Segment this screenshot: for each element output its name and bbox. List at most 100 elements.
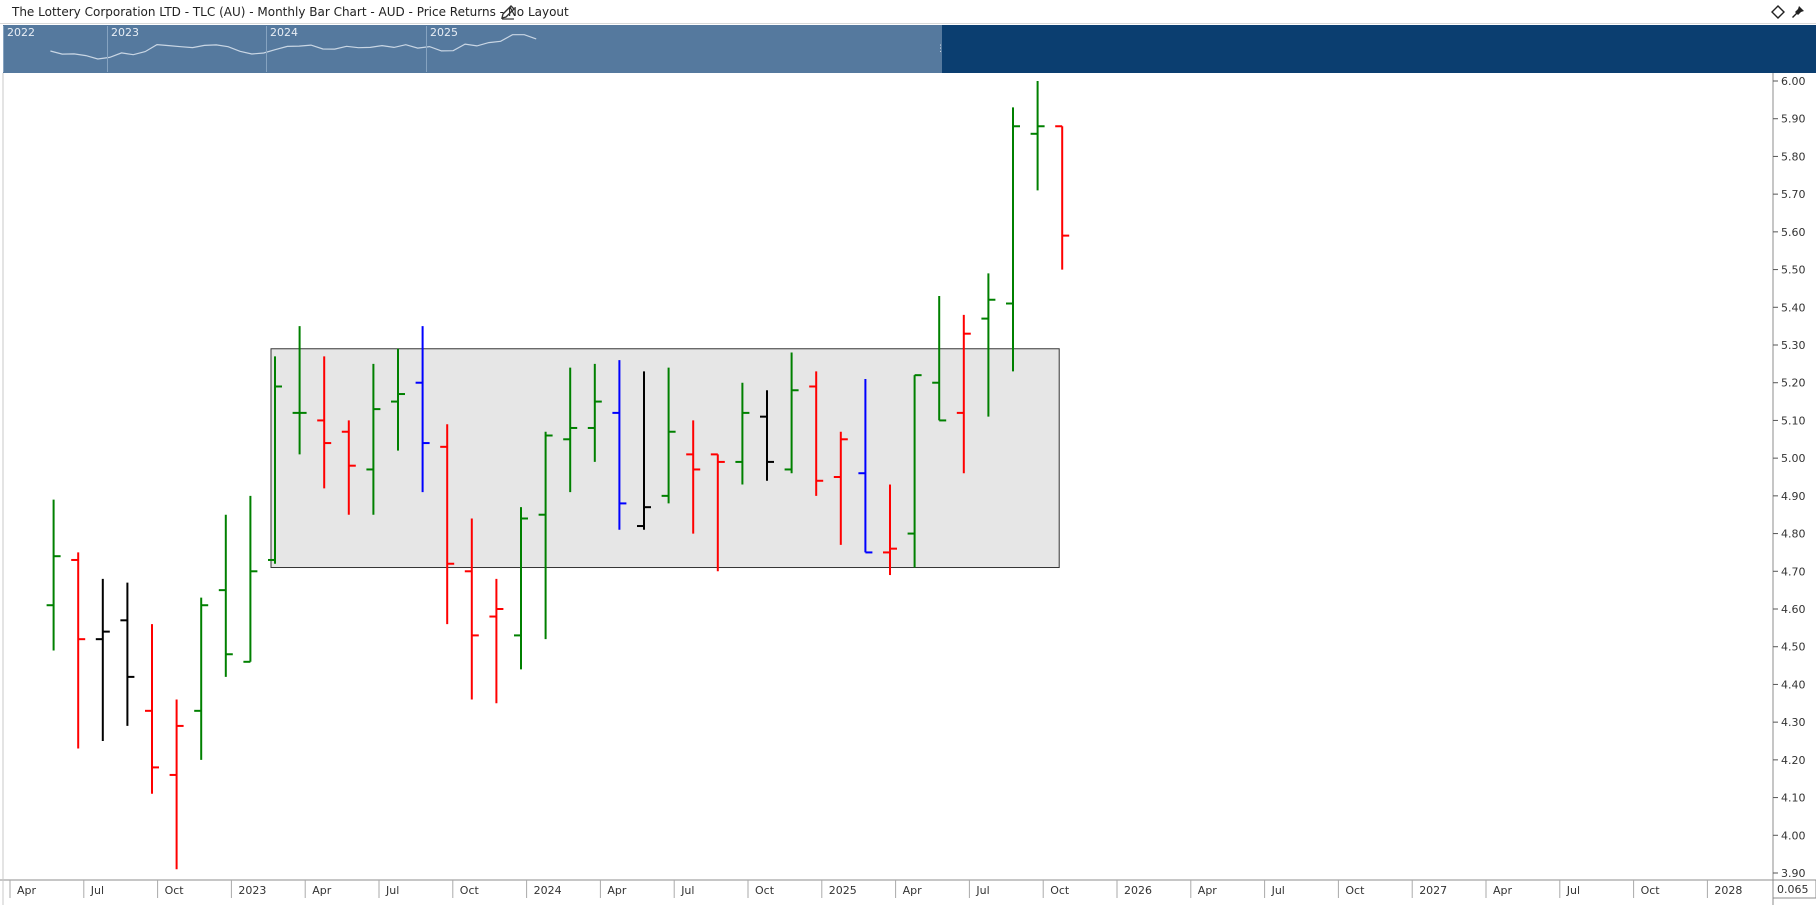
ohlc-bar[interactable] xyxy=(194,597,209,760)
price-axis-label: 6.00 xyxy=(1781,75,1806,88)
ohlc-bar[interactable] xyxy=(1006,107,1020,372)
date-axis-label: 2023 xyxy=(238,884,266,897)
ohlc-bar[interactable] xyxy=(637,371,651,530)
ohlc-bar[interactable] xyxy=(95,578,110,741)
date-axis-label: Apr xyxy=(17,884,37,897)
ohlc-bar[interactable] xyxy=(760,390,774,481)
axis-corner-box xyxy=(1772,879,1816,899)
ohlc-bar[interactable] xyxy=(341,420,356,515)
price-axis-label: 4.10 xyxy=(1781,792,1806,805)
date-axis-label: Jul xyxy=(1566,884,1580,897)
ohlc-bar[interactable] xyxy=(956,314,971,474)
date-axis-label: Jul xyxy=(680,884,694,897)
date-axis-label: Oct xyxy=(1050,884,1070,897)
date-axis-label: 2024 xyxy=(534,884,562,897)
ohlc-bar[interactable] xyxy=(292,326,307,455)
price-axis-label: 4.30 xyxy=(1781,716,1806,729)
date-axis-label: 2027 xyxy=(1419,884,1447,897)
ohlc-bar[interactable] xyxy=(464,518,479,700)
price-axis-label: 4.80 xyxy=(1781,528,1806,541)
price-axis-label: 3.90 xyxy=(1781,867,1806,880)
price-axis-label: 5.20 xyxy=(1781,377,1806,390)
range-box[interactable] xyxy=(270,348,1060,569)
price-axis-label: 5.50 xyxy=(1781,264,1806,277)
date-axis-label: 2026 xyxy=(1124,884,1152,897)
chart-header: The Lottery Corporation LTD - TLC (AU) -… xyxy=(0,0,1816,24)
ohlc-bar[interactable] xyxy=(514,507,528,670)
axis-corner-label: 0.065 xyxy=(1777,883,1809,896)
ohlc-bar[interactable] xyxy=(415,326,430,493)
ohlc-bar[interactable] xyxy=(120,582,135,726)
date-axis-label: Oct xyxy=(755,884,775,897)
date-axis-label: Oct xyxy=(1345,884,1365,897)
ohlc-bar[interactable] xyxy=(489,578,504,704)
ohlc-bar[interactable] xyxy=(46,499,61,651)
navigator-year: 2023 xyxy=(107,26,139,72)
price-axis-label: 5.30 xyxy=(1781,339,1806,352)
ohlc-bar[interactable] xyxy=(563,367,578,493)
date-axis-label: Jul xyxy=(385,884,399,897)
navigator-year: 2025 xyxy=(426,26,458,72)
date-axis-label: Jul xyxy=(975,884,989,897)
time-navigator[interactable]: 2022 2023 2024 2025 ⋮ xyxy=(3,25,1816,73)
ohlc-bar[interactable] xyxy=(858,378,873,554)
navigator-window[interactable]: 2022 2023 2024 2025 ⋮ xyxy=(3,25,945,73)
price-axis-label: 5.40 xyxy=(1781,301,1806,314)
date-axis-label: Oct xyxy=(165,884,185,897)
ohlc-bar[interactable] xyxy=(907,374,922,568)
ohlc-bar[interactable] xyxy=(218,514,233,677)
ohlc-bar[interactable] xyxy=(981,273,996,417)
ohlc-bar[interactable] xyxy=(612,360,627,530)
ohlc-bar[interactable] xyxy=(169,699,184,870)
ohlc-bar[interactable] xyxy=(145,624,159,794)
navigator-year: 2022 xyxy=(3,26,35,72)
ohlc-bar[interactable] xyxy=(932,295,947,422)
ohlc-bar[interactable] xyxy=(809,371,824,496)
ohlc-bar[interactable] xyxy=(587,363,602,462)
price-axis-label: 5.90 xyxy=(1781,113,1806,126)
price-axis-label: 4.60 xyxy=(1781,603,1806,616)
price-axis-label: 4.20 xyxy=(1781,754,1806,767)
price-axis-label: 5.70 xyxy=(1781,188,1806,201)
price-axis-label: 5.60 xyxy=(1781,226,1806,239)
ohlc-bar[interactable] xyxy=(317,356,332,489)
price-axis-label: 5.00 xyxy=(1781,452,1806,465)
sparkline-path xyxy=(50,34,537,60)
date-axis-label: Apr xyxy=(1198,884,1218,897)
price-axis-label: 4.00 xyxy=(1781,829,1806,842)
price-axis-label: 4.50 xyxy=(1781,641,1806,654)
date-axis-label: Oct xyxy=(460,884,480,897)
pin-icon[interactable] xyxy=(1790,4,1806,20)
ohlc-bar[interactable] xyxy=(440,424,455,625)
price-axis-label: 5.80 xyxy=(1781,150,1806,163)
ohlc-bar[interactable] xyxy=(71,552,86,749)
ohlc-bar[interactable] xyxy=(661,367,676,504)
ohlc-bar[interactable] xyxy=(686,420,701,534)
date-axis-label: Apr xyxy=(903,884,923,897)
ohlc-bar[interactable] xyxy=(735,382,750,485)
price-axis-label: 4.40 xyxy=(1781,678,1806,691)
ohlc-bar[interactable] xyxy=(833,431,848,545)
ohlc-bar[interactable] xyxy=(268,356,282,564)
ohlc-bar[interactable] xyxy=(243,495,258,663)
ohlc-bar[interactable] xyxy=(883,484,897,576)
date-axis-label: Apr xyxy=(312,884,332,897)
date-axis-label: Apr xyxy=(607,884,627,897)
navigator-sparkline xyxy=(50,34,537,60)
ohlc-bar[interactable] xyxy=(1055,125,1070,270)
ohlc-bar[interactable] xyxy=(366,363,381,515)
ohlc-bar[interactable] xyxy=(538,431,553,640)
ohlc-bar[interactable] xyxy=(1030,81,1045,191)
price-axis-label: 4.70 xyxy=(1781,565,1806,578)
price-axis-label: 5.10 xyxy=(1781,414,1806,427)
ohlc-bar[interactable] xyxy=(710,453,725,572)
price-axis-label: 4.90 xyxy=(1781,490,1806,503)
date-axis-label: Apr xyxy=(1493,884,1513,897)
date-axis-label: Jul xyxy=(90,884,104,897)
diamond-icon[interactable] xyxy=(1770,4,1786,20)
ohlc-bar[interactable] xyxy=(391,348,405,451)
navigator-resize-handle[interactable]: ⋮ xyxy=(936,44,945,54)
ohlc-bar[interactable] xyxy=(784,352,799,474)
bar-chart: 6.00 5.90 5.80 5.70 5.60 5.50 5.40 5.30 5.20 5.10… xyxy=(0,73,1816,905)
pencil-icon[interactable] xyxy=(500,4,516,20)
